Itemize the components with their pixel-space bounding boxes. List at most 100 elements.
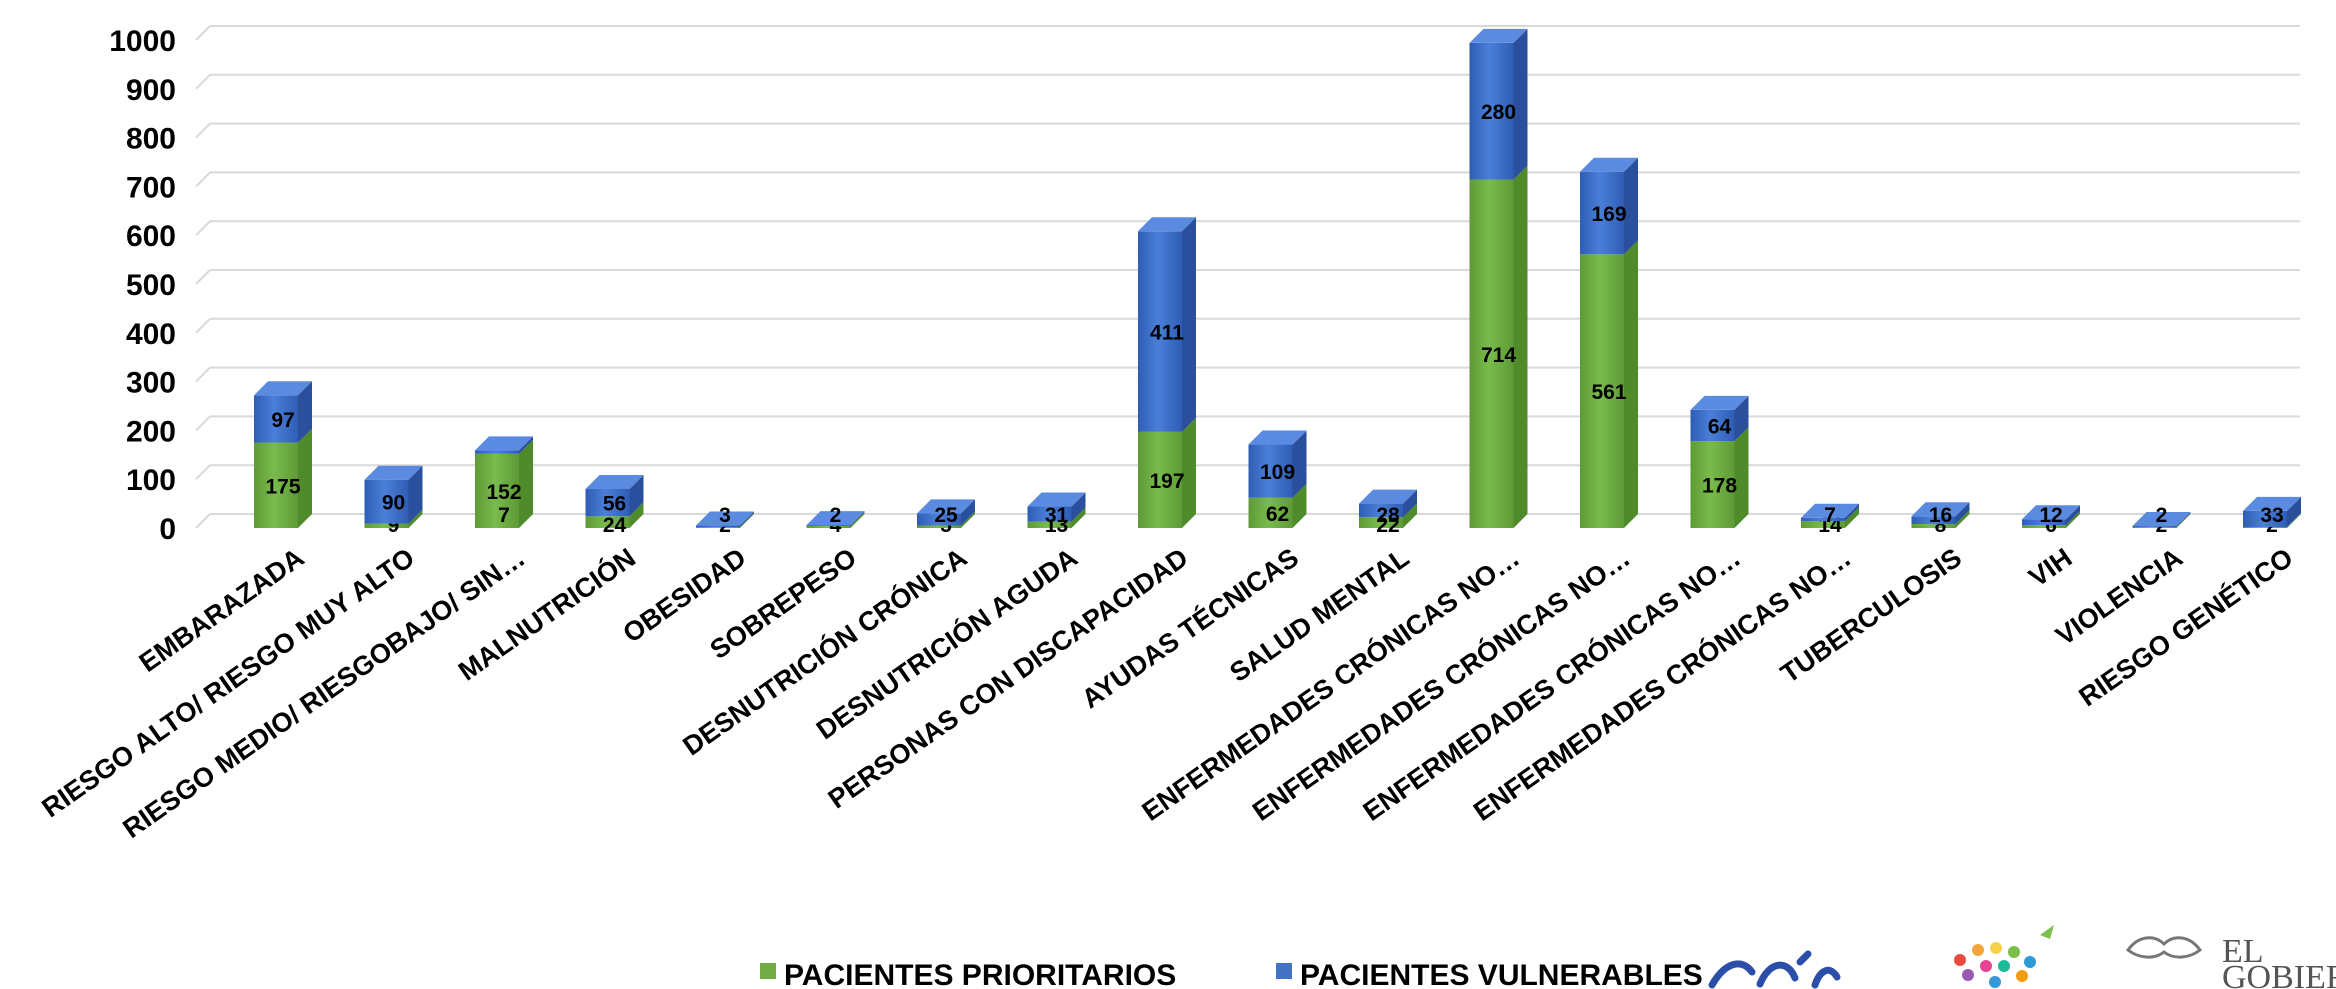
government-logo: EL GOBIER [2125,933,2336,989]
bar-top-1 [364,465,423,480]
bar-top-8 [1138,217,1196,232]
y-tick-label-600: 600 [126,220,176,253]
gridline-diag-1000 [195,25,211,41]
bar-top-4 [696,511,754,526]
bar-top-7 [1027,492,1086,507]
bar-side-0-8 [1182,417,1196,528]
bar-prioritarios-4 [696,527,740,528]
bar-side-1-4 [740,511,754,528]
bar-side-0-17 [2176,513,2191,528]
bar-side-0-16 [2066,511,2080,528]
bars: 1759799015272456234252513311974116210922… [254,28,2301,537]
legend-label-vulnerables: PACIENTES VULNERABLES [1300,959,1703,989]
data-label-vulnerables-6: 25 [934,504,958,527]
bar-vulnerables-11 [1469,42,1514,180]
x-tick-label-3: MALNUTRICIÓN [452,542,641,687]
bar-vulnerables-2 [475,450,519,454]
bar-vulnerables-1 [364,479,409,524]
bar-prioritarios-5 [806,526,851,528]
bar-prioritarios-16 [2022,525,2066,528]
bar-prioritarios-8 [1138,431,1182,528]
bar-side-0-13 [1734,427,1749,528]
data-label-prioritarios-0: 175 [265,475,300,498]
data-label-prioritarios-16: 6 [2045,514,2057,537]
bar-side-1-14 [1845,503,1859,522]
legend-swatch-vulnerables [1276,963,1292,979]
bar-vulnerables-15 [1911,516,1956,525]
bar-vulnerables-16 [2022,519,2066,526]
bar-prioritarios-18 [2243,527,2287,528]
svg-text:GOBIER: GOBIER [2222,959,2336,989]
gridline-diag-300 [195,366,211,383]
bar-side-1-16 [2066,505,2080,526]
data-label-vulnerables-13: 64 [1708,416,1732,439]
bar-group-9: 62 109 [1248,430,1307,528]
bar-prioritarios-11 [1469,179,1514,528]
bar-vulnerables-12 [1580,171,1624,255]
bar-group-18: 233 [2243,496,2301,537]
y-tick-label-1000: 1000 [109,25,176,58]
bar-top-10 [1359,489,1417,504]
bar-vulnerables-18 [2243,510,2287,528]
bar-vulnerables-8 [1138,231,1182,432]
y-tick-label-800: 800 [126,123,176,156]
bar-top-9 [1248,430,1307,445]
data-label-vulnerables-0: 97 [271,409,294,432]
bar-prioritarios-12 [1580,254,1624,528]
bar-top-5 [806,511,865,526]
bar-prioritarios-17 [2132,527,2177,528]
data-label-vulnerables-1: 90 [382,492,405,515]
gridline-diag-700 [195,171,211,188]
bar-group-14: 147 [1801,503,1859,537]
bar-side-1-15 [1955,502,1970,525]
bar-group-15: 816 [1911,502,1970,537]
bar-side-1-1 [408,465,423,524]
x-tick-label-15: TUBERCULOSIS [1775,542,1967,689]
bar-top-3 [585,474,644,489]
bar-vulnerables-7 [1027,506,1072,522]
y-tick-label-900: 900 [126,74,176,107]
bar-side-1-5 [850,511,865,527]
bar-vulnerables-0 [254,395,298,443]
bar-side-0-1 [408,509,423,528]
bar-top-2 [475,436,533,451]
data-label-vulnerables-9: 109 [1260,461,1295,484]
bar-prioritarios-14 [1801,521,1845,528]
bar-side-0-9 [1292,483,1307,528]
bar-vulnerables-10 [1359,503,1403,518]
bar-side-0-5 [850,512,865,528]
bar-top-0 [254,381,312,396]
data-label-vulnerables-17: 2 [2156,504,2168,527]
data-label-vulnerables-4: 3 [719,504,731,527]
gridline-diag-200 [195,415,211,432]
bar-top-11 [1469,28,1528,43]
bar-prioritarios-7 [1027,521,1072,528]
y-tick-label-0: 0 [159,513,176,546]
data-label-vulnerables-8: 411 [1150,322,1184,345]
bar-side-1-11 [1513,28,1528,180]
bar-side-0-15 [1955,510,1970,528]
data-label-vulnerables-11: 280 [1481,101,1516,124]
y-tick-label-700: 700 [126,171,176,204]
bar-side-0-12 [1624,240,1638,528]
data-label-vulnerables-5: 2 [830,504,842,527]
bar-vulnerables-13 [1690,409,1735,442]
data-label-prioritarios-3: 24 [603,514,627,537]
bar-side-0-14 [1845,507,1859,528]
bar-top-6 [917,499,975,514]
bar-side-1-8 [1182,217,1196,432]
bar-group-5: 42 [806,504,865,537]
y-tick-label-400: 400 [126,318,176,351]
bar-group-13: 178 64 [1690,395,1749,528]
data-label-prioritarios-12: 561 [1591,381,1626,404]
bar-side-1-0 [298,381,312,443]
bar-side-1-12 [1624,157,1638,255]
bar-top-16 [2022,505,2080,520]
bar-vulnerables-17 [2132,526,2177,528]
bar-vulnerables-3 [585,488,630,517]
y-axis-ticks: 0 100 200 300 400 500 600 700 800 900 1000 [109,25,176,546]
gridline-diag-800 [195,122,211,139]
